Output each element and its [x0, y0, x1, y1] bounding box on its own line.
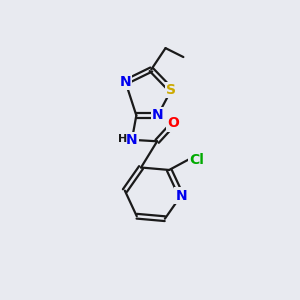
Text: N: N — [126, 133, 138, 147]
Text: N: N — [175, 189, 187, 202]
Text: N: N — [120, 75, 131, 89]
Text: S: S — [166, 83, 176, 97]
Text: Cl: Cl — [189, 153, 204, 166]
Text: H: H — [118, 134, 127, 144]
Text: O: O — [168, 116, 179, 130]
Text: N: N — [152, 108, 164, 122]
